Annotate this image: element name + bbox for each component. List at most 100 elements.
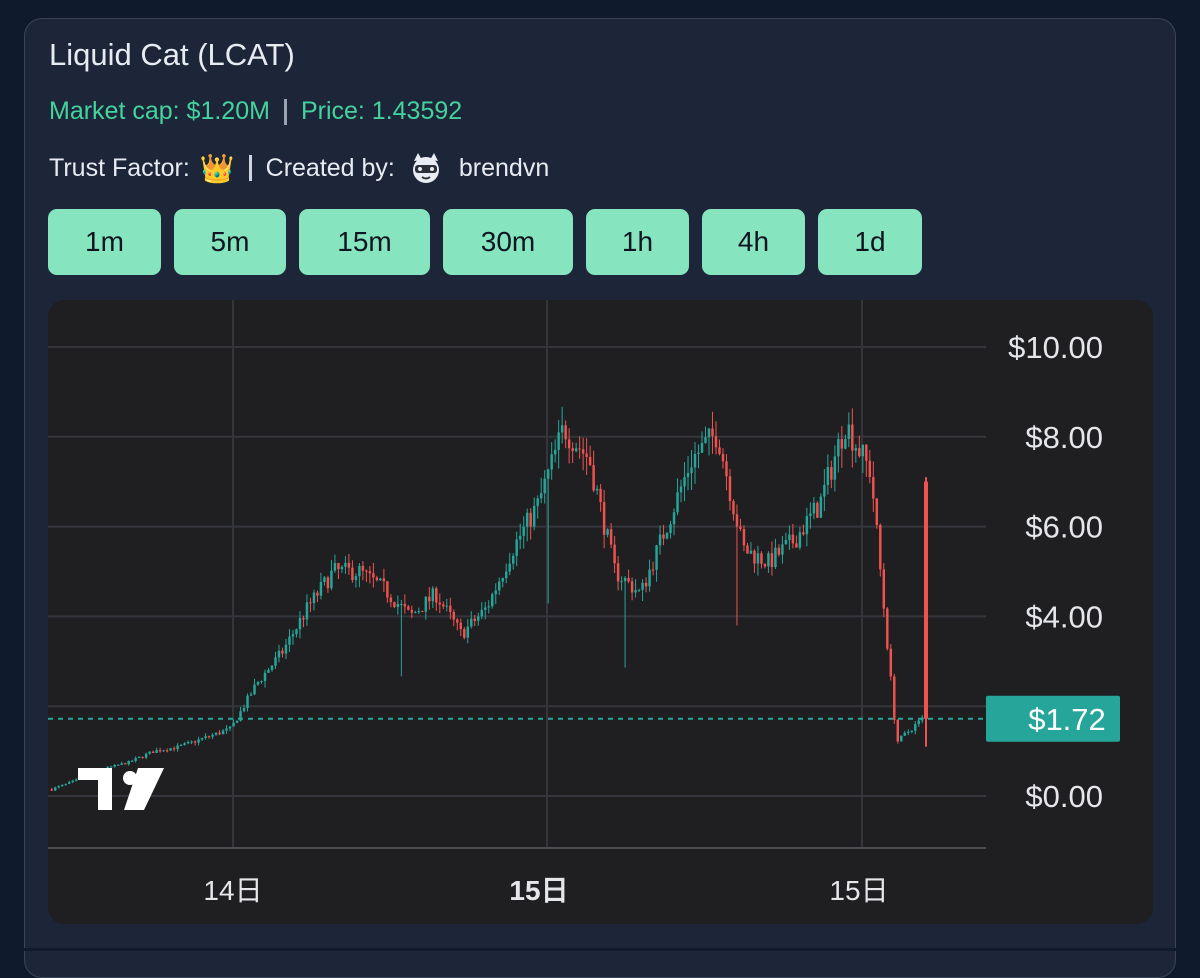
candle-body [875, 498, 879, 525]
candle-body [148, 751, 151, 754]
candle-body [532, 505, 536, 527]
candle-body [358, 565, 361, 577]
candle-body [494, 590, 497, 595]
candle-body [428, 596, 431, 602]
candle-body [130, 760, 134, 762]
x-tick-label: 15日 [829, 875, 888, 906]
candle-body [291, 634, 295, 637]
candle-body [466, 626, 469, 638]
candle-body [375, 577, 379, 581]
candle-body [574, 448, 578, 452]
candle-body [263, 672, 267, 681]
creator-name[interactable]: brendvn [458, 153, 550, 182]
candle-body [61, 784, 64, 787]
candle-body [386, 581, 389, 598]
candle-body [903, 732, 906, 736]
candle-body [176, 745, 179, 750]
candle-body [592, 465, 595, 491]
candle-body [141, 756, 144, 758]
candle-body [581, 449, 585, 454]
price-chart[interactable]: $10.00 $8.00 $6.00 $4.00 $0.00 14日 15日 15日 $1.72 [48, 300, 1153, 924]
candle-body [728, 476, 732, 502]
candle-body [158, 750, 162, 752]
candle-body [505, 571, 508, 579]
candle-body [365, 570, 368, 572]
candle-body [333, 563, 337, 571]
candle-body [518, 535, 522, 540]
candle-body [214, 732, 218, 735]
cat-avatar-icon[interactable] [409, 151, 443, 185]
candle-body [812, 502, 816, 514]
candle-body [522, 526, 525, 536]
candle-body [735, 514, 739, 527]
candle-body [914, 724, 917, 731]
candle-body [858, 448, 861, 457]
candle-body [665, 533, 669, 539]
candle-body [606, 529, 609, 535]
candle-body [274, 657, 277, 666]
tradingview-logo-icon [78, 768, 164, 810]
candle-body [137, 756, 141, 759]
candle-body [546, 469, 550, 479]
candle-body [319, 582, 323, 596]
timeframe-button-1d[interactable]: 1d [818, 209, 922, 275]
timeframe-button-15m[interactable]: 15m [299, 209, 430, 275]
candle-body [508, 563, 511, 572]
candle-body [424, 596, 428, 612]
candle-body [539, 493, 543, 499]
candle-body [393, 602, 396, 608]
candle-body [756, 553, 760, 564]
candle-body [68, 782, 71, 784]
candle-body [826, 466, 830, 485]
candle-body [753, 550, 756, 564]
chart-svg[interactable]: $10.00 $8.00 $6.00 $4.00 $0.00 14日 15日 15日 $1.72 [48, 300, 1153, 924]
candle-body [620, 581, 623, 583]
current-price-tag [986, 695, 1120, 742]
candle-body [235, 720, 239, 723]
candle-body [116, 764, 120, 766]
timeframe-button-4h[interactable]: 4h [702, 209, 805, 275]
candle-body [74, 779, 78, 781]
timeframe-button-5m[interactable]: 5m [174, 209, 286, 275]
y-tick-label: $10.00 [1008, 330, 1103, 365]
candle-body [302, 618, 305, 620]
current-price-label: $1.72 [1028, 702, 1106, 737]
candle-body [340, 566, 344, 570]
candle-body [725, 461, 728, 477]
candle-body [396, 603, 400, 608]
candle-body [585, 453, 588, 457]
candle-body [847, 424, 851, 440]
candle-body [267, 670, 270, 673]
timeframe-button-30m[interactable]: 30m [443, 209, 573, 275]
candle-body [120, 763, 123, 765]
candle-body [550, 454, 553, 470]
candle-body [403, 603, 407, 607]
candle-body [739, 526, 742, 529]
token-symbol: (LCAT) [197, 37, 295, 72]
candle-body [672, 512, 676, 525]
candle-body [896, 720, 900, 742]
candle-body [865, 444, 868, 461]
candle-body [452, 612, 456, 620]
candle-body [57, 786, 60, 788]
candle-body [354, 576, 358, 581]
candle-body [246, 695, 249, 709]
candle-body [50, 789, 53, 791]
candle-body [211, 734, 214, 737]
candle-body [473, 618, 476, 621]
candle-body [651, 569, 655, 571]
candle-body [498, 581, 501, 591]
candle-body [690, 467, 693, 474]
candle-body [686, 473, 690, 478]
candle-body [767, 553, 770, 567]
candle-body [599, 488, 602, 503]
candle-body [351, 567, 354, 581]
candle-body [658, 534, 662, 546]
candle-body [823, 484, 826, 497]
timeframe-button-1h[interactable]: 1h [586, 209, 689, 275]
candle-body [886, 608, 889, 649]
candle-body [749, 550, 753, 554]
timeframe-button-1m[interactable]: 1m [48, 209, 161, 275]
candle-body [648, 569, 651, 587]
candle-body [854, 448, 858, 451]
